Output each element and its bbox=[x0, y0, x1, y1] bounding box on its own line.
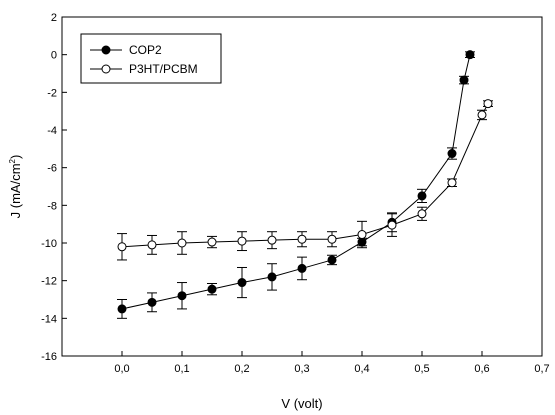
y-tick-label: 2 bbox=[51, 12, 57, 24]
y-tick-label: -4 bbox=[47, 125, 57, 137]
legend-label: COP2 bbox=[129, 43, 162, 57]
data-point bbox=[447, 178, 457, 188]
data-point bbox=[459, 75, 469, 85]
data-point bbox=[327, 234, 337, 244]
data-point bbox=[417, 209, 427, 219]
data-point bbox=[267, 235, 277, 245]
y-axis-title-end: ) bbox=[8, 155, 23, 159]
data-point bbox=[267, 272, 277, 282]
data-point bbox=[387, 220, 397, 230]
series-line bbox=[121, 54, 471, 310]
x-tick-label: 0,3 bbox=[294, 363, 309, 375]
data-point bbox=[477, 110, 487, 120]
y-tick-label: -8 bbox=[47, 200, 57, 212]
legend-marker bbox=[101, 45, 111, 55]
y-axis-title-sup: 2 bbox=[8, 158, 17, 163]
x-axis-title: V (volt) bbox=[281, 396, 322, 411]
series-cop2 bbox=[117, 50, 475, 319]
x-tick-label: 0,2 bbox=[234, 363, 249, 375]
data-point bbox=[207, 237, 217, 247]
y-tick-label: -16 bbox=[41, 351, 57, 363]
legend-label: P3HT/PCBM bbox=[129, 62, 198, 76]
y-tick-label: -2 bbox=[47, 87, 57, 99]
data-point bbox=[357, 230, 367, 240]
data-point bbox=[237, 278, 247, 288]
data-point bbox=[297, 263, 307, 273]
data-point bbox=[147, 240, 157, 250]
data-point bbox=[177, 291, 187, 301]
y-axis-title-main: J (mA/cm bbox=[8, 163, 23, 218]
y-tick-label: -14 bbox=[41, 313, 57, 325]
data-point bbox=[117, 242, 127, 252]
y-axis-title: J (mA/cm2) bbox=[8, 155, 23, 219]
legend-marker bbox=[101, 64, 111, 74]
x-axis: 0,0 0,1 0,2 0,3 0,4 0,5 0,6 0,7 bbox=[114, 351, 550, 375]
series-layer bbox=[117, 50, 493, 319]
data-point bbox=[207, 284, 217, 294]
y-tick-label: 0 bbox=[51, 50, 57, 62]
data-point bbox=[327, 255, 337, 265]
series-p3ht-pcbm bbox=[117, 99, 493, 261]
legend-box bbox=[80, 33, 222, 84]
x-tick-label: 0,7 bbox=[534, 363, 549, 375]
data-point bbox=[447, 149, 457, 159]
y-tick-label: -6 bbox=[47, 163, 57, 175]
x-tick-label: 0,0 bbox=[114, 363, 129, 375]
data-point bbox=[483, 99, 493, 109]
x-tick-label: 0,5 bbox=[414, 363, 429, 375]
x-tick-label: 0,1 bbox=[174, 363, 189, 375]
data-point bbox=[117, 304, 127, 314]
x-tick-label: 0,6 bbox=[474, 363, 489, 375]
y-tick-label: -10 bbox=[41, 238, 57, 250]
legend: COP2 P3HT/PCBM bbox=[80, 33, 222, 84]
y-axis: -16 -14 -12 -10 -8 -6 -4 -2 0 2 bbox=[41, 12, 67, 363]
data-point bbox=[147, 297, 157, 307]
data-point bbox=[465, 50, 475, 60]
data-point bbox=[417, 191, 427, 201]
y-tick-label: -12 bbox=[41, 276, 57, 288]
series-line bbox=[121, 103, 489, 248]
data-point bbox=[177, 238, 187, 248]
x-tick-label: 0,4 bbox=[354, 363, 369, 375]
data-point bbox=[297, 234, 307, 244]
data-point bbox=[237, 236, 247, 246]
